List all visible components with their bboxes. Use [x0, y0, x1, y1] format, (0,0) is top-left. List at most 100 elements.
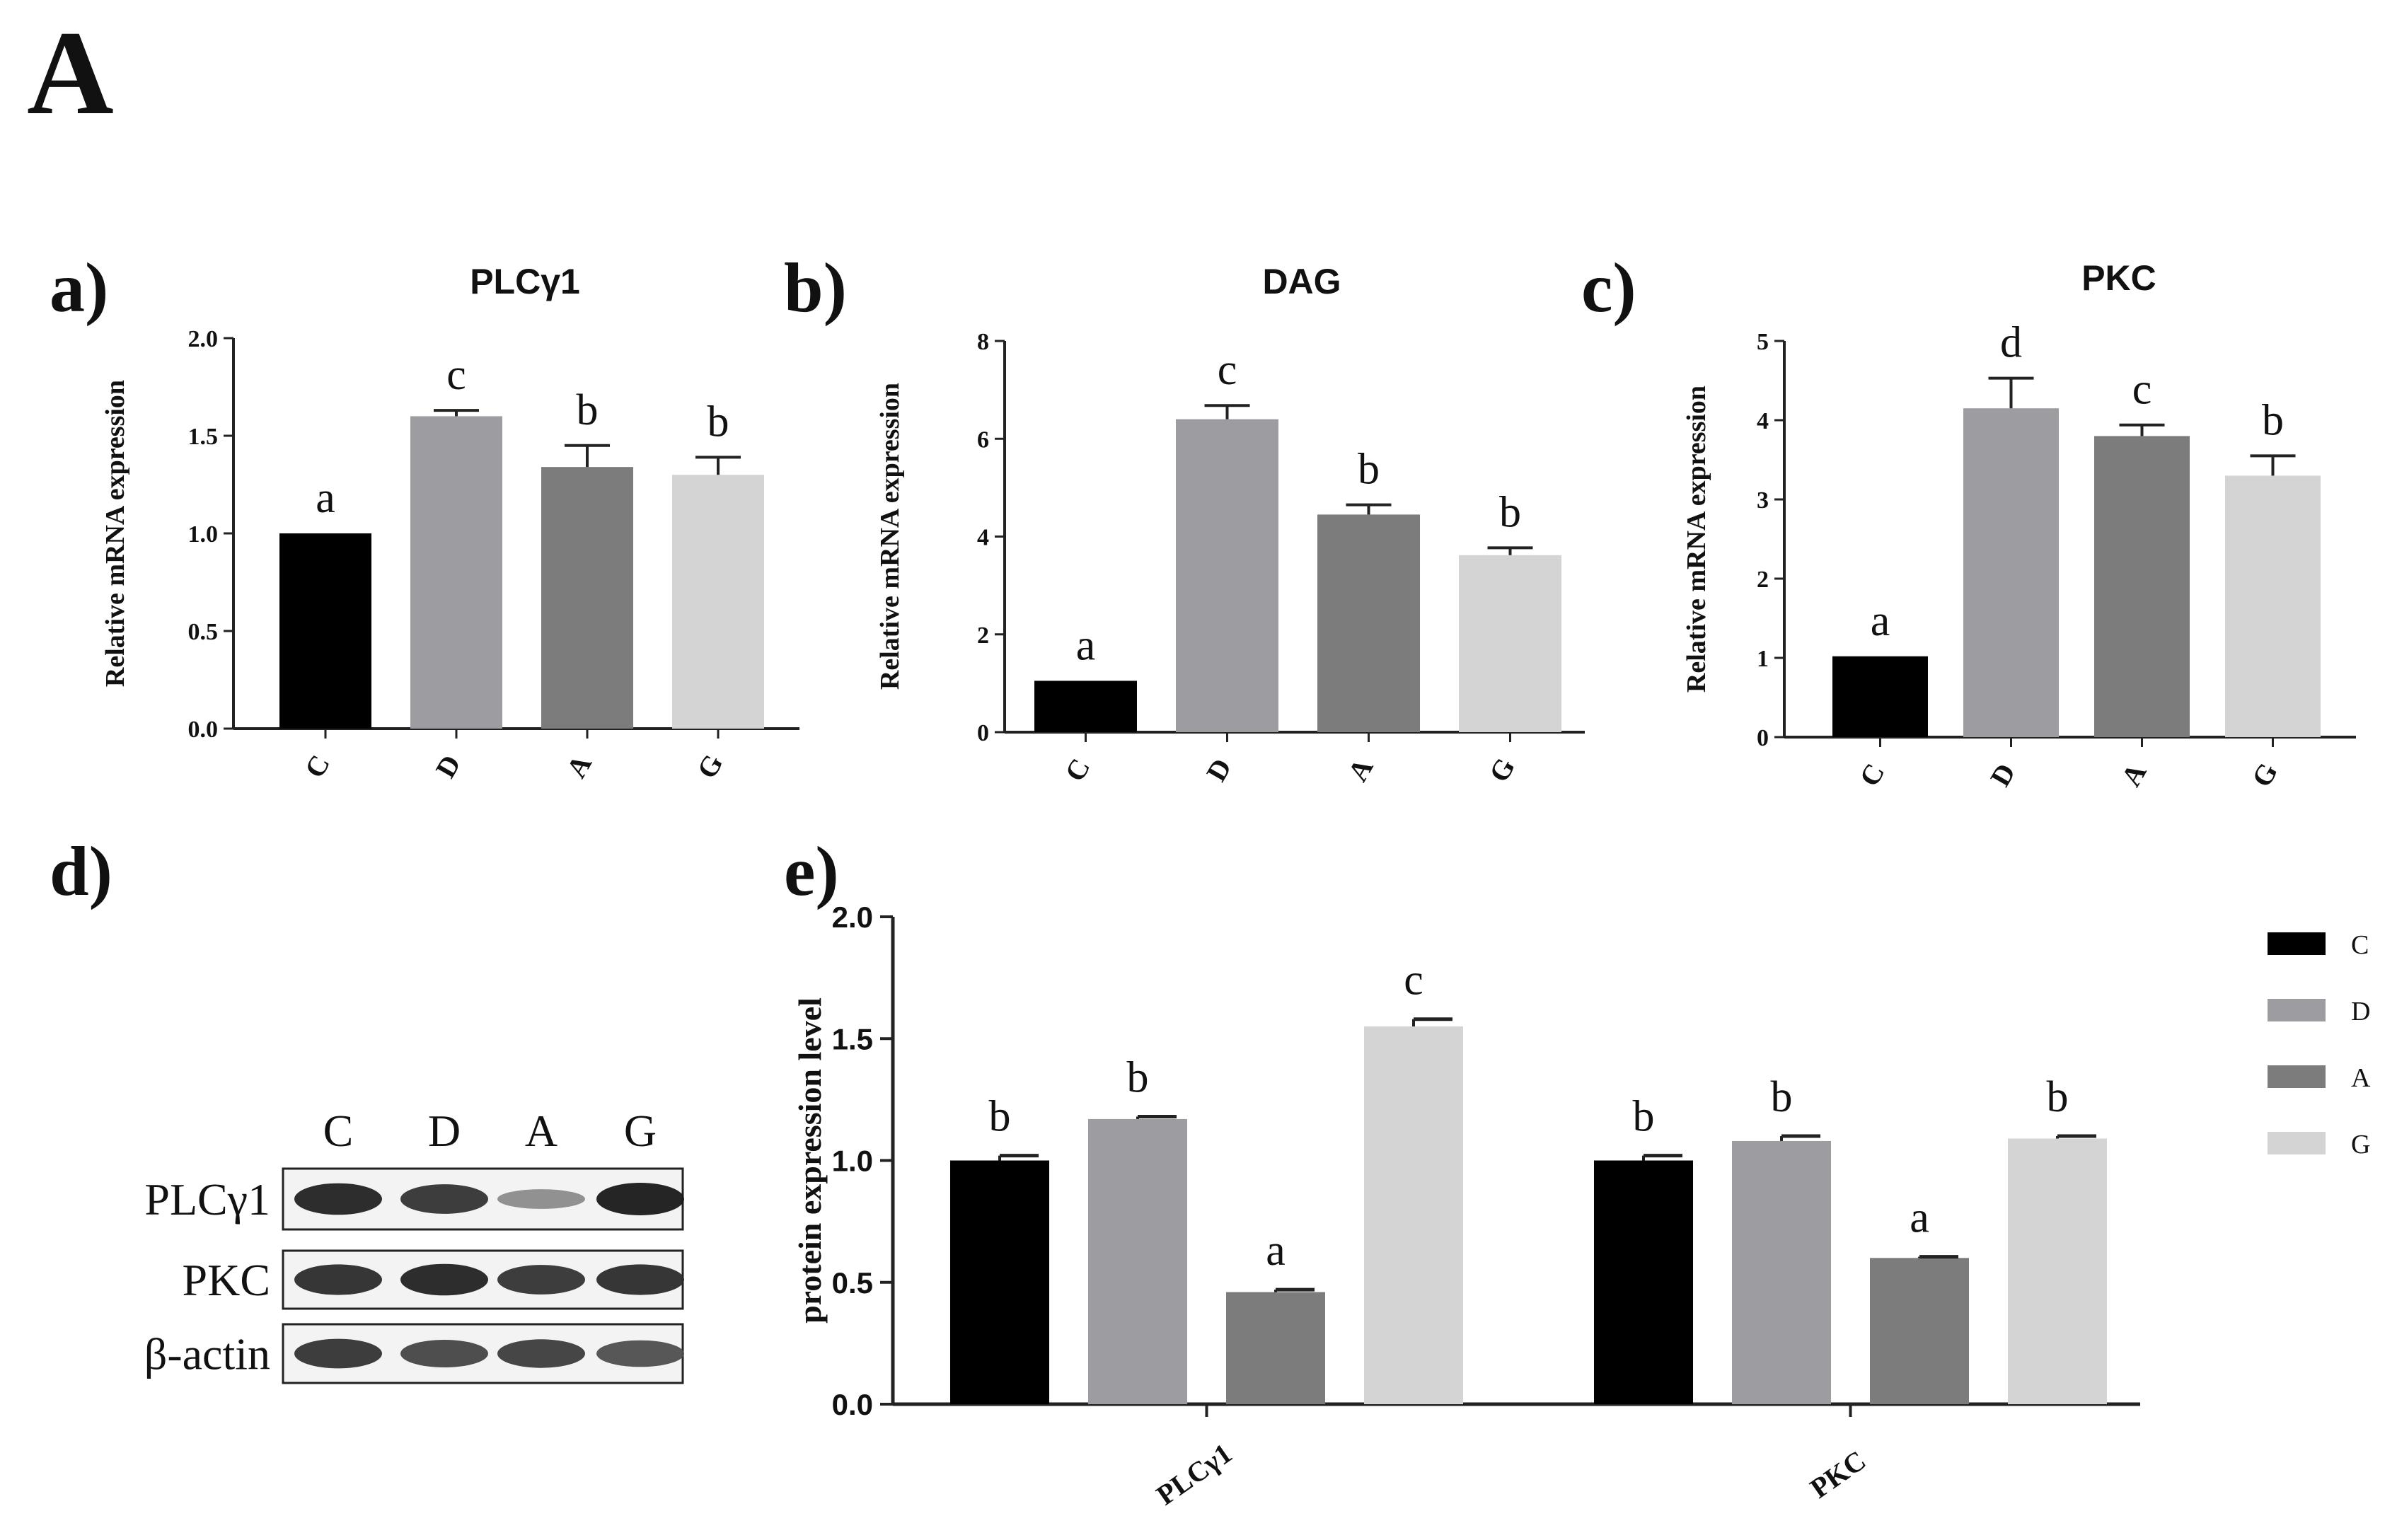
blot-band--actin-c [294, 1338, 382, 1369]
significance-letter-d: d [2000, 319, 2022, 367]
bar-a [1317, 514, 1420, 732]
chart-c-pkc-mrna: PKC Relative mRNA expression 0 1 2 3 4 5 a Cd Dc Ab… [1682, 258, 2356, 792]
legend-label-c: C [2351, 930, 2369, 960]
panel-label-a: a) [50, 248, 108, 327]
significance-letter-a: c [2132, 366, 2152, 414]
significance-letter-c: a [316, 474, 335, 522]
y-axis-label: Relative mRNA expression [100, 380, 130, 687]
y-tick-label: 0.0 [832, 1388, 873, 1421]
chart-b-dag-mrna: DAG Relative mRNA expression 0 2 4 6 8 a Cc Db Ab G [875, 262, 1585, 787]
significance-letter-pkc-d: b [1771, 1073, 1793, 1121]
bar-d [1176, 419, 1278, 732]
significance-letter-pkc-c: b [1633, 1093, 1655, 1141]
blot-band--actin-a [497, 1339, 585, 1368]
y-tick-label: 2.0 [832, 901, 873, 934]
blot-row-label-pkc: PKC [183, 1255, 271, 1305]
y-tick-label: 1.0 [188, 521, 219, 548]
x-tick-label-c: C [299, 749, 336, 783]
bar-g [2225, 475, 2321, 737]
significance-letter-plc-1-d: b [1127, 1053, 1149, 1101]
significance-letter-a: b [577, 386, 599, 434]
significance-letter-g: b [707, 398, 729, 446]
bar-g [1459, 555, 1561, 732]
panel-label-d: d) [50, 832, 112, 910]
bar-c [1034, 681, 1137, 732]
y-tick-label: 0.5 [832, 1266, 873, 1299]
significance-letter-a: b [1358, 446, 1380, 494]
x-tick-label-c: C [1058, 753, 1096, 787]
y-axis-label: protein expression level [792, 997, 828, 1324]
x-tick-label-d: D [1200, 753, 1237, 787]
x-tick-label-a: A [2115, 758, 2152, 792]
chart-title: DAG [1262, 262, 1341, 301]
bar-plc-1-a [1226, 1292, 1325, 1404]
bar-plc-1-d [1088, 1118, 1187, 1404]
blot-lane-label-c: C [323, 1106, 354, 1156]
blot-row-label-plc-1: PLCγ1 [144, 1174, 270, 1225]
bar-c [279, 533, 371, 729]
x-tick-label-pkc: PKC [1804, 1444, 1871, 1504]
bar-pkc-d [1732, 1140, 1831, 1404]
x-tick-label-a: A [1341, 753, 1379, 787]
significance-letter-pkc-g: b [2047, 1073, 2069, 1121]
panel-label-e: e) [784, 832, 839, 910]
y-tick-label: 0 [1757, 725, 1769, 751]
y-tick-label: 3 [1757, 487, 1769, 514]
y-axis-label: Relative mRNA expression [875, 383, 905, 690]
y-tick-label: 1.5 [188, 424, 219, 450]
blot-band-plc-1-g [596, 1183, 684, 1215]
significance-letter-d: c [1218, 346, 1237, 394]
significance-letter-c: a [1871, 597, 1890, 645]
bar-pkc-g [2008, 1138, 2107, 1404]
bar-plc-1-c [950, 1160, 1049, 1404]
blot-lane-label-d: D [428, 1106, 461, 1156]
y-tick-label: 0.5 [188, 619, 219, 645]
significance-letter-c: a [1076, 621, 1096, 669]
significance-letter-g: b [2262, 396, 2284, 444]
y-tick-label: 1 [1757, 646, 1769, 672]
blot-band-plc-1-a [497, 1189, 585, 1209]
bar-a [2094, 436, 2190, 737]
y-tick-label: 8 [977, 329, 989, 355]
blot-band-plc-1-d [400, 1184, 488, 1214]
y-tick-label: 5 [1757, 329, 1769, 355]
x-tick-label-g: G [1483, 753, 1522, 787]
y-axis-label: Relative mRNA expression [1682, 386, 1711, 693]
x-tick-label-d: D [429, 749, 467, 783]
bar-pkc-a [1870, 1258, 1969, 1404]
significance-letter-pkc-a: a [1910, 1194, 1929, 1242]
legend-label-a: A [2351, 1063, 2371, 1093]
bar-pkc-c [1594, 1160, 1693, 1404]
y-tick-label: 2.0 [188, 326, 219, 352]
x-tick-label-a: A [560, 749, 598, 783]
y-tick-label: 2 [1757, 567, 1769, 593]
y-tick-label: 4 [977, 525, 989, 551]
blot-band-pkc-g [596, 1264, 684, 1295]
x-tick-label-c: C [1853, 758, 1890, 792]
legend-label-g: G [2351, 1130, 2370, 1159]
chart-e-protein-expression: protein expression level 0.0 0.5 1.0 1.5 2.0 b… [792, 901, 2371, 1511]
significance-letter-d: c [446, 351, 466, 399]
blot-band-pkc-a [497, 1265, 585, 1295]
significance-letter-g: b [1499, 488, 1521, 536]
y-tick-label: 0.0 [188, 717, 219, 743]
chart-title: PKC [2081, 258, 2156, 298]
blot-lane-label-a: A [525, 1106, 558, 1156]
legend-swatch-g [2268, 1132, 2326, 1154]
bar-plc-1-g [1364, 1026, 1463, 1404]
bar-g [672, 475, 764, 729]
bar-d [410, 416, 502, 729]
chart-title: PLCγ1 [470, 262, 580, 301]
blot-band-pkc-c [294, 1264, 382, 1295]
bar-a [541, 467, 633, 729]
legend-label-d: D [2351, 997, 2370, 1026]
blot-lane-label-g: G [624, 1106, 657, 1156]
blot-band-plc-1-c [294, 1183, 382, 1215]
y-tick-label: 2 [977, 623, 989, 649]
western-blot: C D A G PLCγ1 PKC β-actin [144, 1106, 684, 1384]
blot-band--actin-g [596, 1340, 684, 1367]
significance-letter-plc-1-g: c [1404, 956, 1423, 1005]
legend-swatch-c [2268, 932, 2326, 955]
bar-d [1963, 408, 2059, 737]
